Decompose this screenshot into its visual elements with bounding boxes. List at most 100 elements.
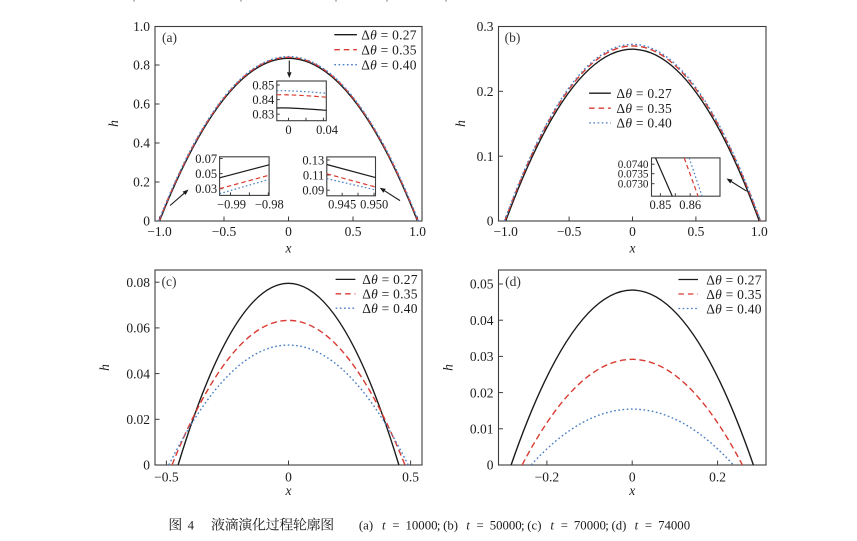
svg-text:0.3: 0.3 bbox=[477, 19, 494, 34]
svg-text:0.2: 0.2 bbox=[709, 469, 726, 484]
svg-text:;: ; bbox=[437, 518, 441, 532]
svg-text:x: x bbox=[628, 483, 635, 498]
svg-text:t: t bbox=[635, 518, 639, 532]
svg-text:(c): (c) bbox=[527, 518, 541, 532]
svg-text:0.02: 0.02 bbox=[470, 385, 494, 400]
svg-text:Δθ = 0.40: Δθ = 0.40 bbox=[616, 116, 672, 131]
svg-text:4: 4 bbox=[188, 518, 195, 532]
svg-text:x: x bbox=[629, 240, 636, 255]
svg-text:0.05: 0.05 bbox=[195, 167, 217, 181]
svg-text:Δθ = 0.27: Δθ = 0.27 bbox=[361, 28, 417, 43]
svg-text:0.0735: 0.0735 bbox=[618, 168, 649, 180]
svg-text:(a): (a) bbox=[359, 518, 373, 532]
svg-text:0: 0 bbox=[285, 224, 292, 239]
svg-text:0.07: 0.07 bbox=[195, 152, 217, 166]
svg-text:h: h bbox=[441, 364, 456, 371]
svg-text:0.04: 0.04 bbox=[470, 313, 494, 328]
svg-text:0.13: 0.13 bbox=[302, 153, 324, 167]
svg-text:−1.0: −1.0 bbox=[147, 224, 172, 239]
svg-text:0: 0 bbox=[629, 469, 636, 484]
svg-text:Δθ = 0.27: Δθ = 0.27 bbox=[706, 272, 762, 287]
svg-text:0.2: 0.2 bbox=[477, 84, 494, 99]
svg-text:t: t bbox=[466, 518, 470, 532]
svg-text:h: h bbox=[97, 364, 112, 371]
svg-text:=: = bbox=[476, 518, 483, 532]
svg-text:−0.2: −0.2 bbox=[535, 469, 560, 484]
svg-text:0.86: 0.86 bbox=[679, 198, 701, 212]
svg-text:Δθ = 0.35: Δθ = 0.35 bbox=[362, 287, 418, 302]
svg-text:;: ; bbox=[521, 518, 525, 532]
svg-text:t: t bbox=[382, 518, 386, 532]
svg-text:0.08: 0.08 bbox=[126, 275, 150, 290]
svg-text:0.5: 0.5 bbox=[402, 469, 419, 484]
svg-text:74000: 74000 bbox=[658, 518, 690, 532]
svg-text:0: 0 bbox=[487, 214, 494, 229]
svg-text:0.04: 0.04 bbox=[126, 366, 150, 381]
svg-text:0.83: 0.83 bbox=[252, 108, 274, 122]
svg-text:1.0: 1.0 bbox=[133, 19, 150, 34]
svg-text:0.09: 0.09 bbox=[302, 184, 324, 198]
svg-text:0.11: 0.11 bbox=[303, 168, 324, 182]
svg-text:0.02: 0.02 bbox=[126, 412, 150, 427]
svg-text:10000: 10000 bbox=[406, 518, 438, 532]
svg-text:Δθ = 0.40: Δθ = 0.40 bbox=[361, 58, 417, 73]
svg-text:0.03: 0.03 bbox=[470, 349, 494, 364]
svg-text:70000: 70000 bbox=[574, 518, 606, 532]
svg-text:h: h bbox=[453, 120, 468, 127]
svg-text:0: 0 bbox=[285, 123, 291, 137]
svg-text:−0.5: −0.5 bbox=[154, 469, 179, 484]
svg-text:0: 0 bbox=[285, 469, 292, 484]
svg-text:−0.99: −0.99 bbox=[217, 198, 246, 212]
svg-text:x: x bbox=[285, 240, 292, 255]
svg-text:1.0: 1.0 bbox=[409, 224, 426, 239]
svg-text:−0.5: −0.5 bbox=[557, 224, 582, 239]
svg-text:Δθ = 0.40: Δθ = 0.40 bbox=[362, 301, 418, 316]
svg-text:0: 0 bbox=[629, 224, 636, 239]
svg-text:(c): (c) bbox=[162, 274, 177, 289]
svg-text:=: = bbox=[561, 518, 568, 532]
svg-text:;: ; bbox=[605, 518, 609, 532]
svg-text:0.5: 0.5 bbox=[687, 224, 704, 239]
svg-text:(b): (b) bbox=[505, 30, 521, 45]
svg-text:=: = bbox=[645, 518, 652, 532]
svg-text:t: t bbox=[550, 518, 554, 532]
svg-text:Δθ = 0.35: Δθ = 0.35 bbox=[616, 101, 672, 116]
svg-text:0.01: 0.01 bbox=[470, 422, 494, 437]
svg-text:(b): (b) bbox=[443, 518, 458, 532]
svg-text:Δθ = 0.27: Δθ = 0.27 bbox=[616, 86, 672, 101]
svg-text:Δθ = 0.35: Δθ = 0.35 bbox=[706, 287, 762, 302]
svg-text:0.03: 0.03 bbox=[195, 182, 217, 196]
svg-text:0.2: 0.2 bbox=[133, 175, 150, 190]
svg-text:x: x bbox=[285, 483, 292, 498]
svg-text:50000: 50000 bbox=[490, 518, 522, 532]
svg-text:0.04: 0.04 bbox=[316, 123, 339, 137]
svg-text:Δθ = 0.27: Δθ = 0.27 bbox=[362, 272, 418, 287]
svg-text:(a): (a) bbox=[162, 30, 177, 45]
svg-text:−0.5: −0.5 bbox=[212, 224, 237, 239]
svg-text:h: h bbox=[106, 120, 121, 127]
svg-text:0.85: 0.85 bbox=[252, 78, 274, 92]
svg-text:(d): (d) bbox=[612, 518, 627, 532]
svg-text:=: = bbox=[392, 518, 399, 532]
svg-text:0: 0 bbox=[487, 458, 494, 473]
svg-text:Δθ = 0.35: Δθ = 0.35 bbox=[361, 43, 417, 58]
svg-text:0.0740: 0.0740 bbox=[618, 159, 649, 171]
svg-text:0.8: 0.8 bbox=[133, 58, 150, 73]
svg-text:0.05: 0.05 bbox=[470, 277, 494, 292]
svg-text:−0.98: −0.98 bbox=[255, 198, 284, 212]
svg-text:0.6: 0.6 bbox=[133, 97, 150, 112]
svg-text:0.945: 0.945 bbox=[328, 198, 356, 212]
svg-text:0.06: 0.06 bbox=[126, 321, 150, 336]
svg-text:0: 0 bbox=[143, 214, 150, 229]
svg-text:0.4: 0.4 bbox=[133, 136, 150, 151]
svg-text:0.950: 0.950 bbox=[360, 198, 388, 212]
svg-text:1.0: 1.0 bbox=[751, 224, 768, 239]
svg-text:Δθ = 0.40: Δθ = 0.40 bbox=[706, 301, 762, 316]
svg-text:0.84: 0.84 bbox=[252, 93, 275, 107]
svg-text:−1.0: −1.0 bbox=[493, 224, 518, 239]
svg-text:0.0730: 0.0730 bbox=[618, 178, 649, 190]
svg-text:0.1: 0.1 bbox=[477, 149, 494, 164]
svg-text:0.85: 0.85 bbox=[649, 198, 671, 212]
svg-text:0.5: 0.5 bbox=[345, 224, 362, 239]
svg-text:(d): (d) bbox=[505, 274, 521, 289]
